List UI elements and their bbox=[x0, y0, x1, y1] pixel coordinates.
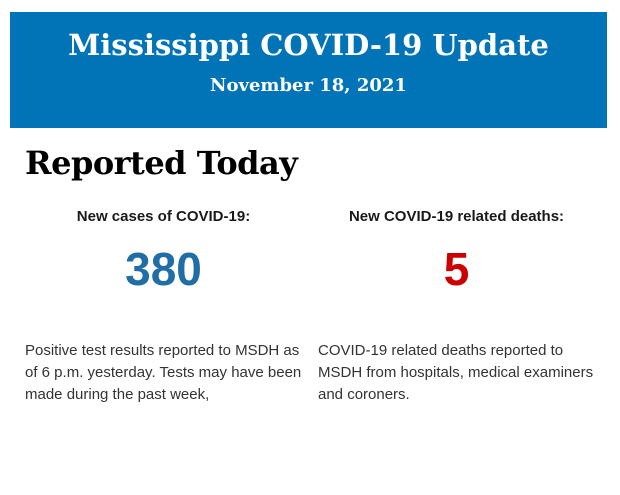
newsletter-date: November 18, 2021 bbox=[210, 75, 407, 96]
newsletter-title: Mississippi COVID-19 Update bbox=[68, 28, 549, 62]
stat-description-new-deaths: COVID-19 related deaths reported to MSDH… bbox=[318, 342, 594, 403]
stat-value-new-deaths: 5 bbox=[443, 243, 470, 295]
stat-value-new-cases: 380 bbox=[125, 243, 202, 295]
stat-description-new-cases: Positive test results reported to MSDH a… bbox=[25, 342, 302, 403]
stat-label-new-cases: New cases of COVID-19: bbox=[76, 208, 251, 225]
stats-columns: New cases of COVID-19: 380 Positive test… bbox=[25, 208, 595, 406]
stat-new-deaths: New COVID-19 related deaths: 5 COVID-19 … bbox=[318, 208, 595, 406]
section-heading: Reported Today bbox=[25, 144, 298, 182]
stat-label-new-deaths: New COVID-19 related deaths: bbox=[348, 208, 565, 225]
header-banner: Mississippi COVID-19 Update November 18,… bbox=[10, 12, 607, 128]
content-area: Reported Today New cases of COVID-19: 38… bbox=[0, 144, 620, 406]
stat-new-cases: New cases of COVID-19: 380 Positive test… bbox=[25, 208, 302, 406]
